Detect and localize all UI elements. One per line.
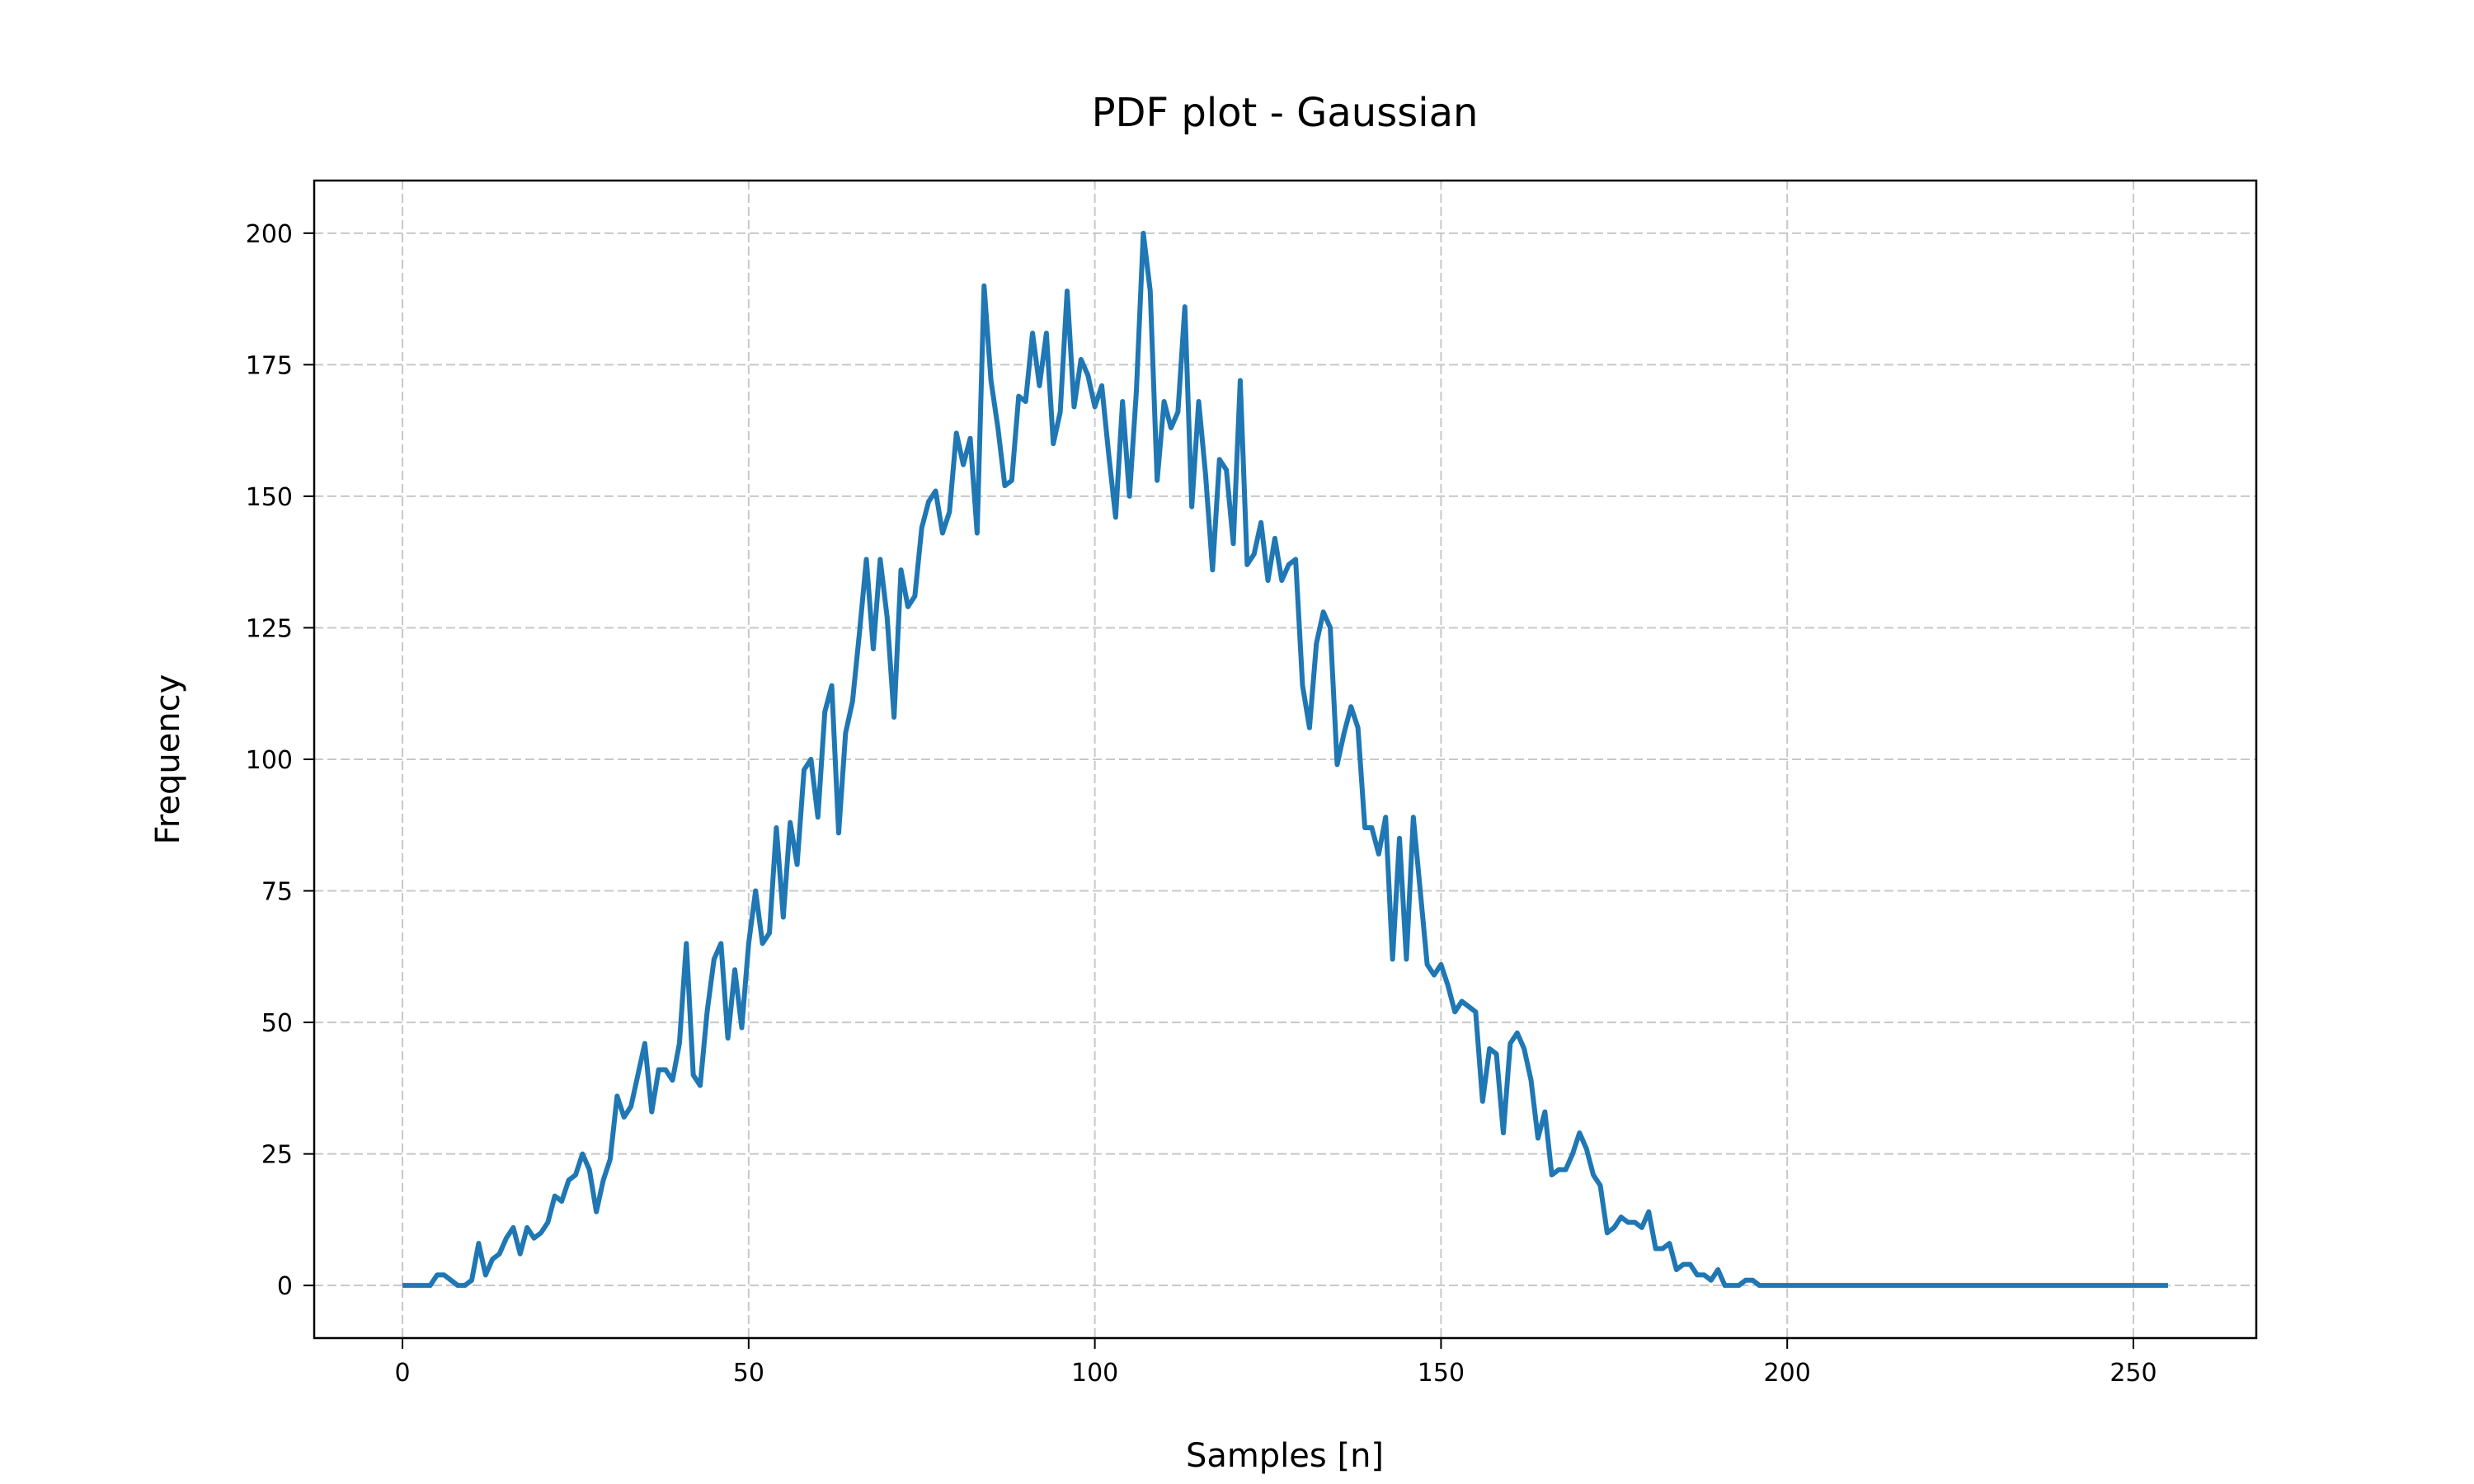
x-tick-label: 100 [1071, 1359, 1118, 1388]
x-axis-label: Samples [n] [1186, 1437, 1384, 1475]
x-tick-label: 250 [2109, 1359, 2157, 1388]
y-tick-label: 200 [246, 220, 293, 249]
grid-lines [314, 181, 2256, 1338]
axis-ticks: 0 50 100 150 200 250 0 25 50 75 100 125 150 175 200 [246, 220, 2157, 1388]
x-tick-label: 50 [733, 1359, 764, 1388]
y-tick-label: 0 [277, 1272, 293, 1301]
y-tick-label: 100 [246, 746, 293, 775]
y-tick-label: 175 [246, 351, 293, 380]
x-tick-label: 200 [1764, 1359, 1811, 1388]
y-tick-label: 150 [246, 483, 293, 512]
y-tick-label: 125 [246, 614, 293, 643]
chart-title: PDF plot - Gaussian [1092, 90, 1479, 136]
y-tick-label: 50 [261, 1009, 293, 1038]
data-series [402, 230, 2168, 1289]
y-tick-label: 25 [261, 1141, 293, 1170]
series-line [402, 230, 2168, 1289]
x-tick-label: 0 [394, 1359, 410, 1388]
x-tick-label: 150 [1418, 1359, 1465, 1388]
y-axis-label: Frequency [149, 674, 187, 845]
y-tick-label: 75 [261, 878, 293, 907]
